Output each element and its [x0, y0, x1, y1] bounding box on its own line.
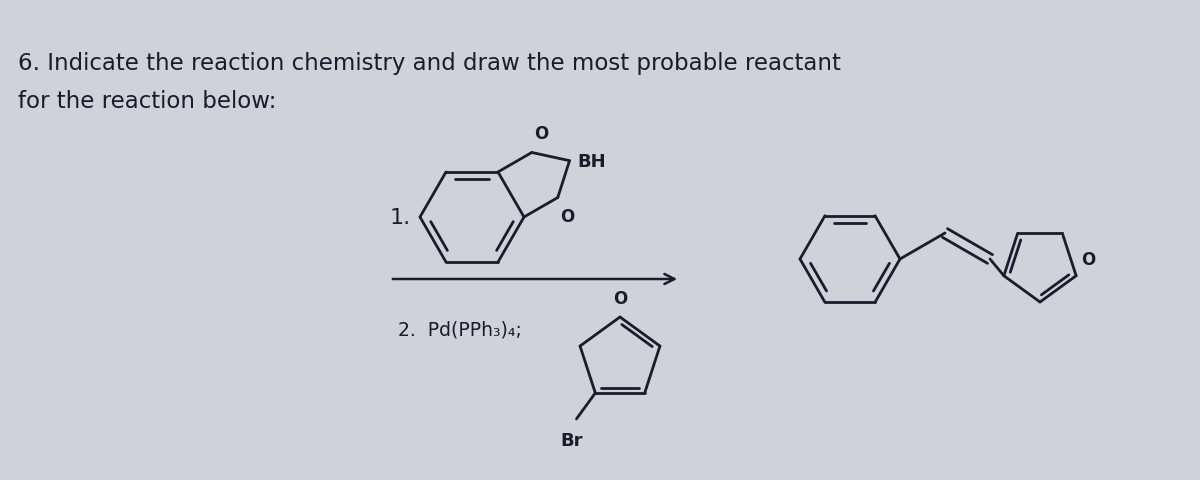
- Text: BH: BH: [577, 152, 606, 170]
- Text: for the reaction below:: for the reaction below:: [18, 90, 276, 113]
- Text: 2.  Pd(PPh₃)₄;: 2. Pd(PPh₃)₄;: [398, 320, 522, 339]
- Text: O: O: [1081, 250, 1096, 268]
- Text: O: O: [613, 289, 628, 307]
- Text: O: O: [559, 208, 574, 226]
- Text: Br: Br: [560, 431, 583, 449]
- Text: O: O: [534, 125, 548, 143]
- Text: 1.: 1.: [390, 207, 412, 228]
- Text: 6. Indicate the reaction chemistry and draw the most probable reactant: 6. Indicate the reaction chemistry and d…: [18, 52, 841, 75]
